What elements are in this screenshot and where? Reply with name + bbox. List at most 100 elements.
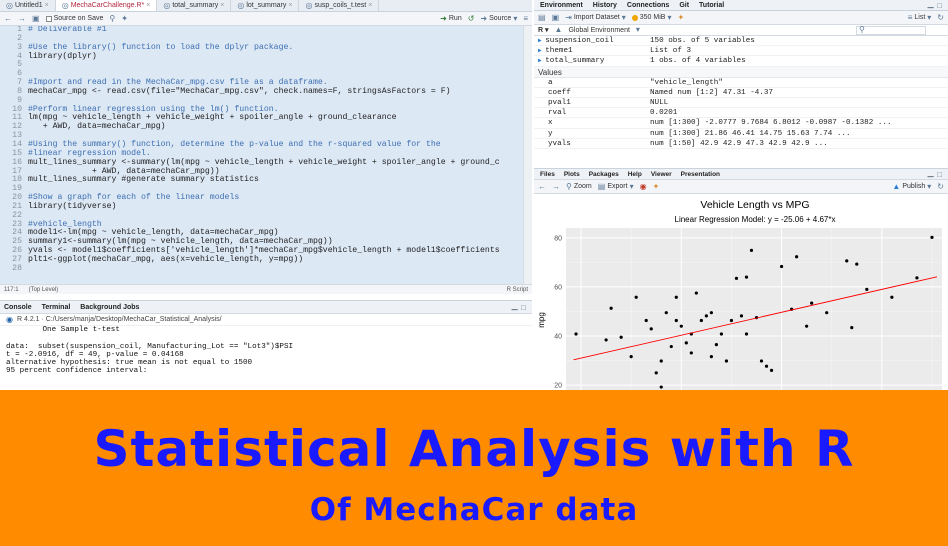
previous-plot-icon[interactable]: ← (538, 181, 546, 191)
broom-icon[interactable]: ✦ (677, 12, 685, 22)
code-line[interactable]: 27 plt1<-ggplot(mechaCar_mpg, aes(x=vehic… (0, 255, 532, 265)
minimize-icon[interactable]: ⚊ (926, 0, 935, 10)
environment-row[interactable]: rval 0.0201 (534, 108, 948, 119)
code-line[interactable]: 16 mult_lines_summary <-summary(lm(mpg ~ … (0, 158, 532, 168)
editor-tab[interactable]: ◎ Untitled1 × (0, 0, 56, 11)
scope-indicator[interactable]: (Top Level) (28, 286, 59, 293)
code-line[interactable]: 25 summary1<-summary(lm(mpg ~ vehicle_len… (0, 237, 532, 247)
search-icon[interactable]: ⚲ (109, 13, 116, 23)
environment-row[interactable]: x num [1:300] -2.0777 9.7684 6.8012 -0.09… (534, 118, 948, 129)
code-line[interactable]: 18 mult_lines_summary #generate summary s… (0, 175, 532, 185)
tab-presentation[interactable]: Presentation (680, 170, 721, 178)
close-icon[interactable]: × (288, 2, 293, 9)
tab-background-jobs[interactable]: Background Jobs (80, 303, 140, 311)
tab-tutorial[interactable]: Tutorial (699, 1, 725, 9)
rerun-icon[interactable]: ↺ (467, 13, 475, 23)
save-icon[interactable]: ▣ (32, 13, 40, 23)
forward-arrow-icon[interactable]: → (18, 13, 26, 23)
code-line[interactable]: 21 library(tidyverse) (0, 202, 532, 212)
code-line[interactable]: 17 + AWD, data=mechaCar_mpg)) (0, 167, 532, 177)
minimize-icon[interactable]: ⚊ (510, 302, 519, 312)
remove-plot-icon[interactable]: ◉ (639, 181, 647, 191)
code-line[interactable]: 24 model1<-lm(mpg ~ vehicle_length, data=… (0, 229, 532, 238)
export-button[interactable]: ▤ Export ▾ (598, 182, 634, 191)
zoom-button[interactable]: ⚲ Zoom (566, 182, 592, 191)
outline-icon[interactable]: ≡ (523, 13, 528, 23)
expand-icon[interactable]: ▶ (538, 37, 546, 44)
maximize-icon[interactable]: □ (937, 169, 942, 179)
close-icon[interactable]: × (368, 2, 373, 9)
env-window-controls[interactable]: ⚊ □ (927, 1, 942, 10)
code-line[interactable]: 5 (0, 61, 532, 70)
code-line[interactable]: 19 (0, 184, 532, 194)
minimize-icon[interactable]: ⚊ (926, 169, 935, 179)
code-line[interactable]: 28 (0, 264, 532, 274)
back-arrow-icon[interactable]: ← (4, 13, 12, 23)
expand-icon[interactable]: ▶ (538, 47, 546, 55)
code-line[interactable]: 11 lm(mpg ~ vehicle_length + vehicle_weig… (0, 114, 532, 123)
editor-scrollbar[interactable] (523, 26, 532, 284)
tab-help[interactable]: Help (627, 170, 642, 178)
refresh-icon[interactable]: ↻ (937, 12, 944, 22)
publish-button[interactable]: ▲ Publish ▾ (892, 182, 931, 191)
close-icon[interactable]: × (44, 2, 49, 9)
tab-files[interactable]: Files (540, 170, 555, 178)
environment-row[interactable]: ▶ total_summary 1 obs. of 4 variables (534, 56, 948, 67)
code-line[interactable]: 20 #Show a graph for each of the linear m… (0, 193, 532, 203)
maximize-icon[interactable]: □ (521, 302, 526, 312)
tab-connections[interactable]: Connections (626, 1, 670, 9)
code-line[interactable]: 23 #vehicle_length (0, 220, 532, 230)
scope-select[interactable]: Global Environment (568, 26, 630, 34)
checkbox-icon[interactable] (45, 15, 52, 22)
source-on-save-toggle[interactable]: Source on Save (45, 15, 103, 22)
environment-search-input[interactable]: ⚲ (856, 25, 926, 35)
wand-icon[interactable]: ✦ (121, 13, 128, 23)
code-editor[interactable]: 1 # Deliverable #1 2 3 #Use the library() fu… (0, 26, 532, 284)
code-line[interactable]: 1 # Deliverable #1 (0, 26, 532, 35)
code-line[interactable]: 8 mechaCar_mpg <- read.csv(file="MechaCar… (0, 87, 532, 97)
code-line[interactable]: 2 (0, 34, 532, 44)
save-workspace-icon[interactable]: ▣ (551, 12, 560, 22)
plots-window-controls[interactable]: ⚊ □ (927, 170, 942, 179)
environment-row[interactable]: y num [1:300] 21.86 46.41 14.75 15.63 7.7… (534, 129, 948, 139)
editor-tab[interactable]: ◎ susp_coils_t.test × (299, 0, 380, 11)
memory-usage[interactable]: 350 MiB ▾ (631, 13, 671, 22)
tab-git[interactable]: Git (679, 1, 690, 9)
import-dataset-button[interactable]: ⇥ Import Dataset ▾ (565, 13, 626, 22)
editor-tab[interactable]: ◎ total_summary × (157, 0, 232, 11)
tab-terminal[interactable]: Terminal (41, 303, 71, 311)
file-type[interactable]: R Script (506, 286, 528, 293)
environment-row[interactable]: yvals num [1:50] 42.9 42.9 47.3 42.9 42.9… (534, 139, 948, 149)
environment-row[interactable]: pval1 NULL (534, 98, 948, 109)
code-line[interactable]: 6 (0, 69, 532, 79)
console-output[interactable]: One Sample t-test data: subset(suspension… (0, 326, 532, 390)
tab-console[interactable]: Console (4, 303, 32, 311)
source-button[interactable]: ➜ Source ▾ (480, 14, 517, 23)
code-line[interactable]: 13 (0, 131, 532, 141)
code-line[interactable]: 3 #Use the library() function to load the… (0, 43, 532, 53)
editor-tab[interactable]: ◎ MechaCarChallenge.R* × (55, 0, 158, 11)
code-line[interactable]: 14 #Using the summary() function, determi… (0, 140, 532, 150)
broom-icon[interactable]: ✦ (652, 181, 660, 191)
code-line[interactable]: 26 yvals <- model1$coefficients['vehicle_… (0, 246, 532, 256)
refresh-icon[interactable]: ↻ (937, 181, 944, 191)
code-line[interactable]: 15 #linear regression model. (0, 149, 532, 159)
maximize-icon[interactable]: □ (937, 0, 942, 10)
view-mode-select[interactable]: ≡ List ▾ (908, 13, 932, 22)
environment-row[interactable]: ▶ theme1 List of 3 (534, 46, 948, 57)
close-icon[interactable]: × (146, 2, 151, 9)
console-window-controls[interactable]: ⚊ □ (511, 303, 526, 312)
open-folder-icon[interactable]: ▤ (538, 12, 546, 22)
code-line[interactable]: 12 + AWD, data=mechaCar_mpg) (0, 122, 532, 132)
code-line[interactable]: 7 #Import and read in the MechaCar_mpg.cs… (0, 78, 532, 88)
environment-row[interactable]: coeff Named num [1:2] 47.31 -4.37 (534, 88, 948, 98)
close-icon[interactable]: × (220, 2, 225, 9)
code-line[interactable]: 22 (0, 211, 532, 221)
code-line[interactable]: 4 library(dplyr) (0, 52, 532, 62)
language-select[interactable]: R ▾ (538, 27, 549, 34)
tab-viewer[interactable]: Viewer (650, 170, 672, 178)
environment-row[interactable]: ▶ suspension_coil 150 obs. of 5 variables (534, 36, 948, 47)
next-plot-icon[interactable]: → (552, 181, 560, 191)
editor-tab[interactable]: ◎ lot_summary × (231, 0, 300, 11)
expand-icon[interactable]: ▶ (538, 57, 546, 65)
